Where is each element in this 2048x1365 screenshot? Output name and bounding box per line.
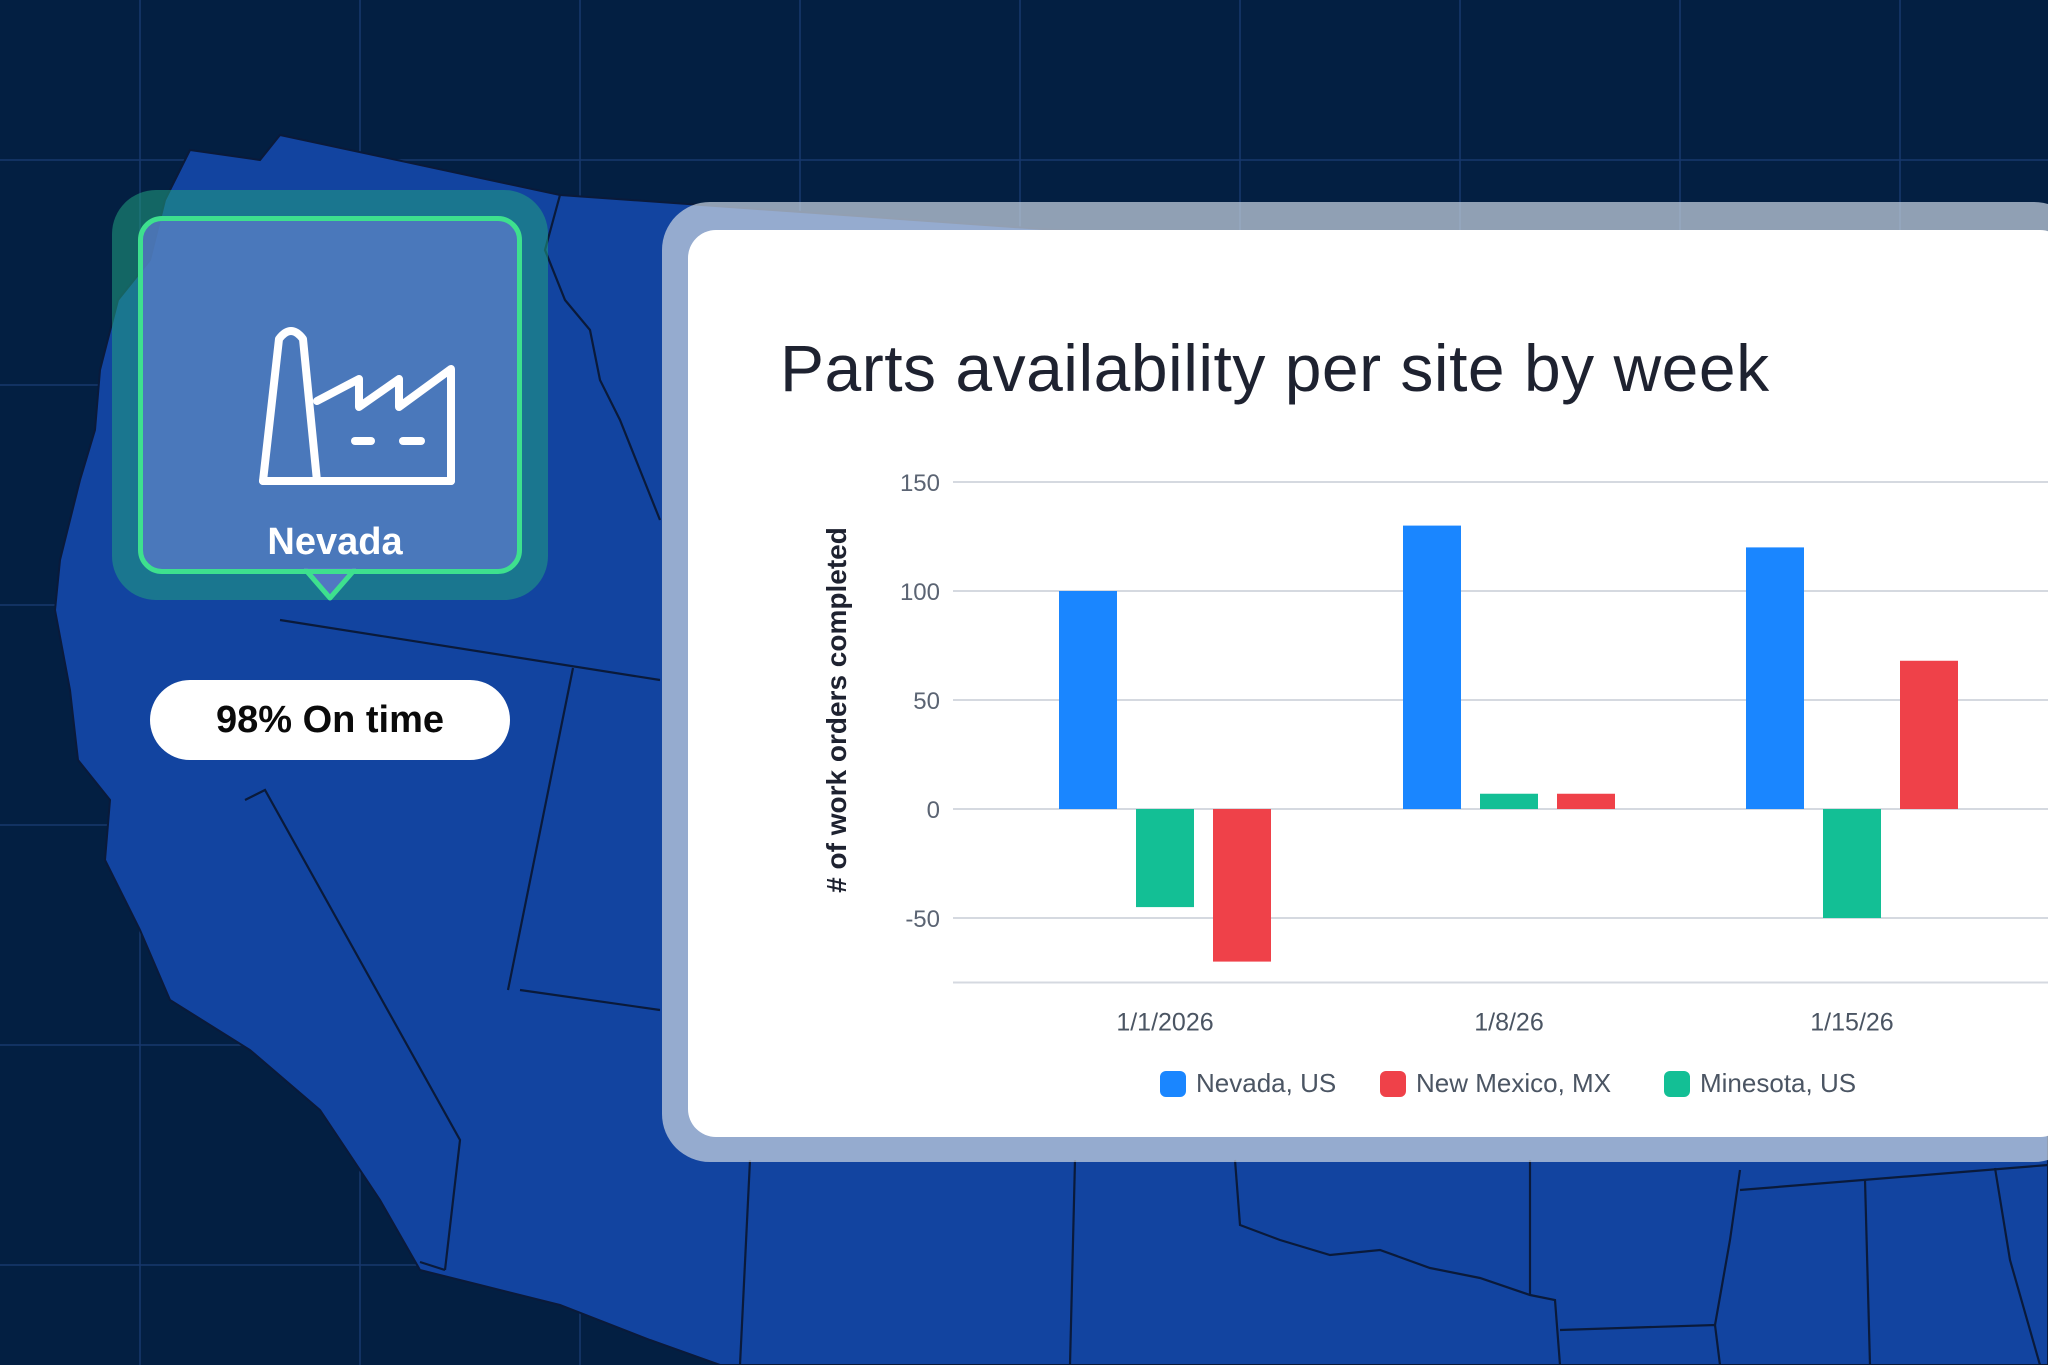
bar-new-mexico-mx-1-1-2026 — [1213, 809, 1271, 962]
legend-label-nevada: Nevada, US — [1196, 1068, 1337, 1098]
status-badge: 98% On time — [150, 680, 510, 760]
bar-minesota-us-1-15-26 — [1823, 809, 1881, 918]
bar-chart: 150 100 50 0 -50 # of work orders completed 1/… — [821, 470, 2048, 1037]
factory-icon — [259, 327, 455, 485]
bar-minesota-us-1-8-26 — [1480, 793, 1538, 809]
marker-pointer — [304, 568, 356, 601]
bar-nevada-us-1-15-26 — [1746, 547, 1804, 809]
bar-minesota-us-1-1-2026 — [1136, 809, 1194, 908]
y-tick-label: 150 — [900, 470, 940, 497]
y-tick-label: 100 — [900, 579, 940, 606]
legend-item-nevada[interactable]: Nevada, US — [1160, 1068, 1336, 1099]
y-tick-label: 0 — [927, 797, 940, 824]
legend-swatch-minesota — [1664, 1070, 1690, 1097]
y-tick-label: -50 — [905, 906, 940, 933]
y-tick-label: 50 — [913, 688, 940, 715]
legend-label-new-mexico: New Mexico, MX — [1416, 1068, 1612, 1098]
x-tick-label: 1/1/2026 — [1116, 1009, 1213, 1037]
chart-card: Parts availability per site by week 150 1… — [688, 230, 2048, 1137]
site-label: Nevada — [267, 521, 403, 563]
state-borders — [244, 194, 2048, 1365]
legend-label-minesota: Minesota, US — [1700, 1068, 1857, 1098]
bar-nevada-us-1-8-26 — [1403, 525, 1461, 809]
x-tick-label: 1/15/26 — [1810, 1009, 1893, 1037]
legend-item-minesota[interactable]: Minesota, US — [1664, 1068, 1856, 1099]
bar-nevada-us-1-1-2026 — [1059, 591, 1117, 809]
bar-new-mexico-mx-1-15-26 — [1900, 660, 1958, 809]
x-tick-label: 1/8/26 — [1474, 1009, 1544, 1037]
legend-swatch-nevada — [1160, 1070, 1186, 1097]
legend-swatch-new-mexico — [1380, 1070, 1406, 1097]
marker-card: Nevada — [138, 216, 522, 574]
y-axis-label: # of work orders completed — [821, 527, 852, 893]
legend-item-new-mexico[interactable]: New Mexico, MX — [1380, 1068, 1611, 1099]
chart-title: Parts availability per site by week — [780, 331, 1770, 405]
bar-new-mexico-mx-1-8-26 — [1557, 793, 1615, 809]
site-marker[interactable]: Nevada — [112, 190, 548, 650]
